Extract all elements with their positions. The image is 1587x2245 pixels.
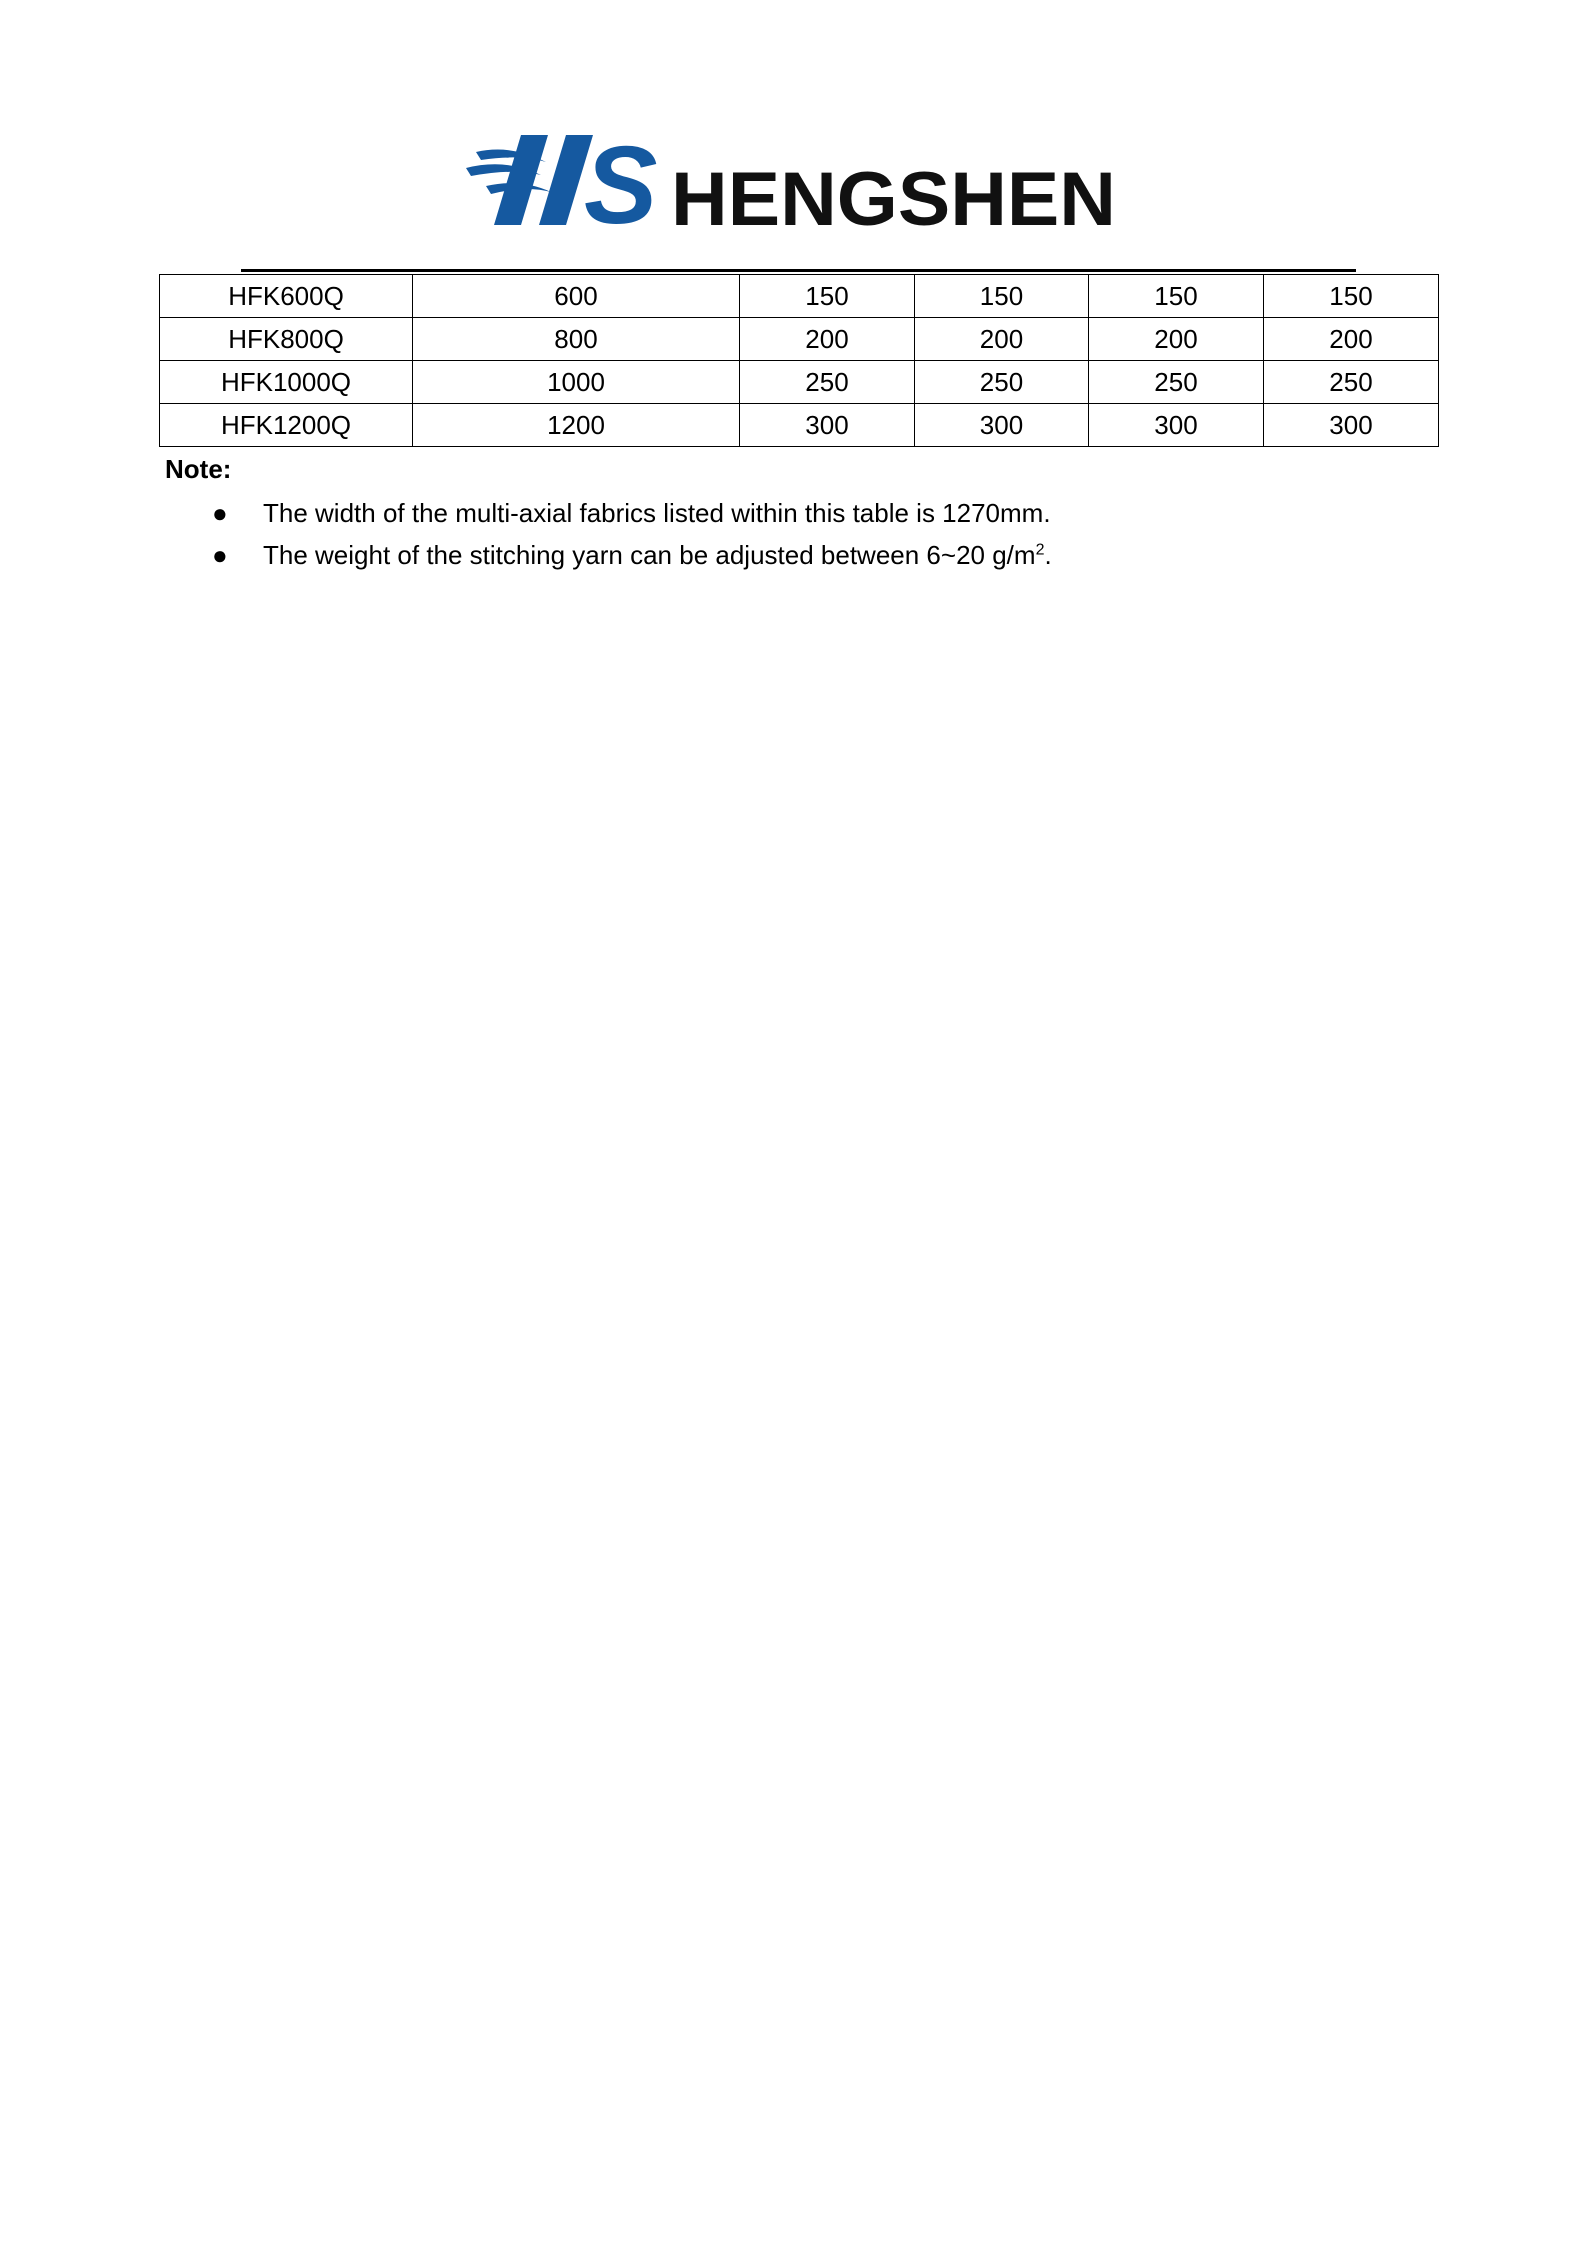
value-cell: 800 <box>412 317 740 361</box>
value-cell: 200 <box>739 317 915 361</box>
value-cell: 250 <box>1263 360 1439 404</box>
model-cell: HFK1200Q <box>159 403 413 447</box>
value-cell: 150 <box>1263 274 1439 318</box>
value-cell: 600 <box>412 274 740 318</box>
value-cell: 150 <box>1088 274 1264 318</box>
value-cell: 250 <box>914 360 1089 404</box>
table-row: HFK1200Q 1200 300 300 300 300 <box>159 403 1439 447</box>
model-cell: HFK1000Q <box>159 360 413 404</box>
note-list: ● The width of the multi-axial fabrics li… <box>0 492 1052 576</box>
note-item: ● The weight of the stitching yarn can be… <box>0 534 1052 576</box>
spec-table: HFK600Q 600 150 150 150 150 HFK800Q 800 200 200 20… <box>159 274 1439 447</box>
value-cell: 250 <box>1088 360 1264 404</box>
svg-text:HENGSHEN: HENGSHEN <box>671 157 1116 230</box>
hengshen-logo: S HENGSHEN <box>466 130 1116 230</box>
value-cell: 200 <box>914 317 1089 361</box>
value-cell: 300 <box>1088 403 1264 447</box>
model-cell: HFK800Q <box>159 317 413 361</box>
value-cell: 150 <box>914 274 1089 318</box>
value-cell: 1200 <box>412 403 740 447</box>
note-title: Note: <box>165 454 232 484</box>
value-cell: 300 <box>1263 403 1439 447</box>
table-row: HFK600Q 600 150 150 150 150 <box>159 274 1439 318</box>
value-cell: 150 <box>739 274 915 318</box>
model-cell: HFK600Q <box>159 274 413 318</box>
value-cell: 300 <box>739 403 915 447</box>
bullet-icon: ● <box>212 498 228 528</box>
table-row: HFK800Q 800 200 200 200 200 <box>159 317 1439 361</box>
value-cell: 300 <box>914 403 1089 447</box>
value-cell: 200 <box>1263 317 1439 361</box>
value-cell: 250 <box>739 360 915 404</box>
value-cell: 200 <box>1088 317 1264 361</box>
note-item: ● The width of the multi-axial fabrics li… <box>0 492 1052 534</box>
svg-text:S: S <box>584 130 657 230</box>
bullet-icon: ● <box>212 540 228 570</box>
table-row: HFK1000Q 1000 250 250 250 250 <box>159 360 1439 404</box>
header-rule <box>241 269 1356 272</box>
value-cell: 1000 <box>412 360 740 404</box>
